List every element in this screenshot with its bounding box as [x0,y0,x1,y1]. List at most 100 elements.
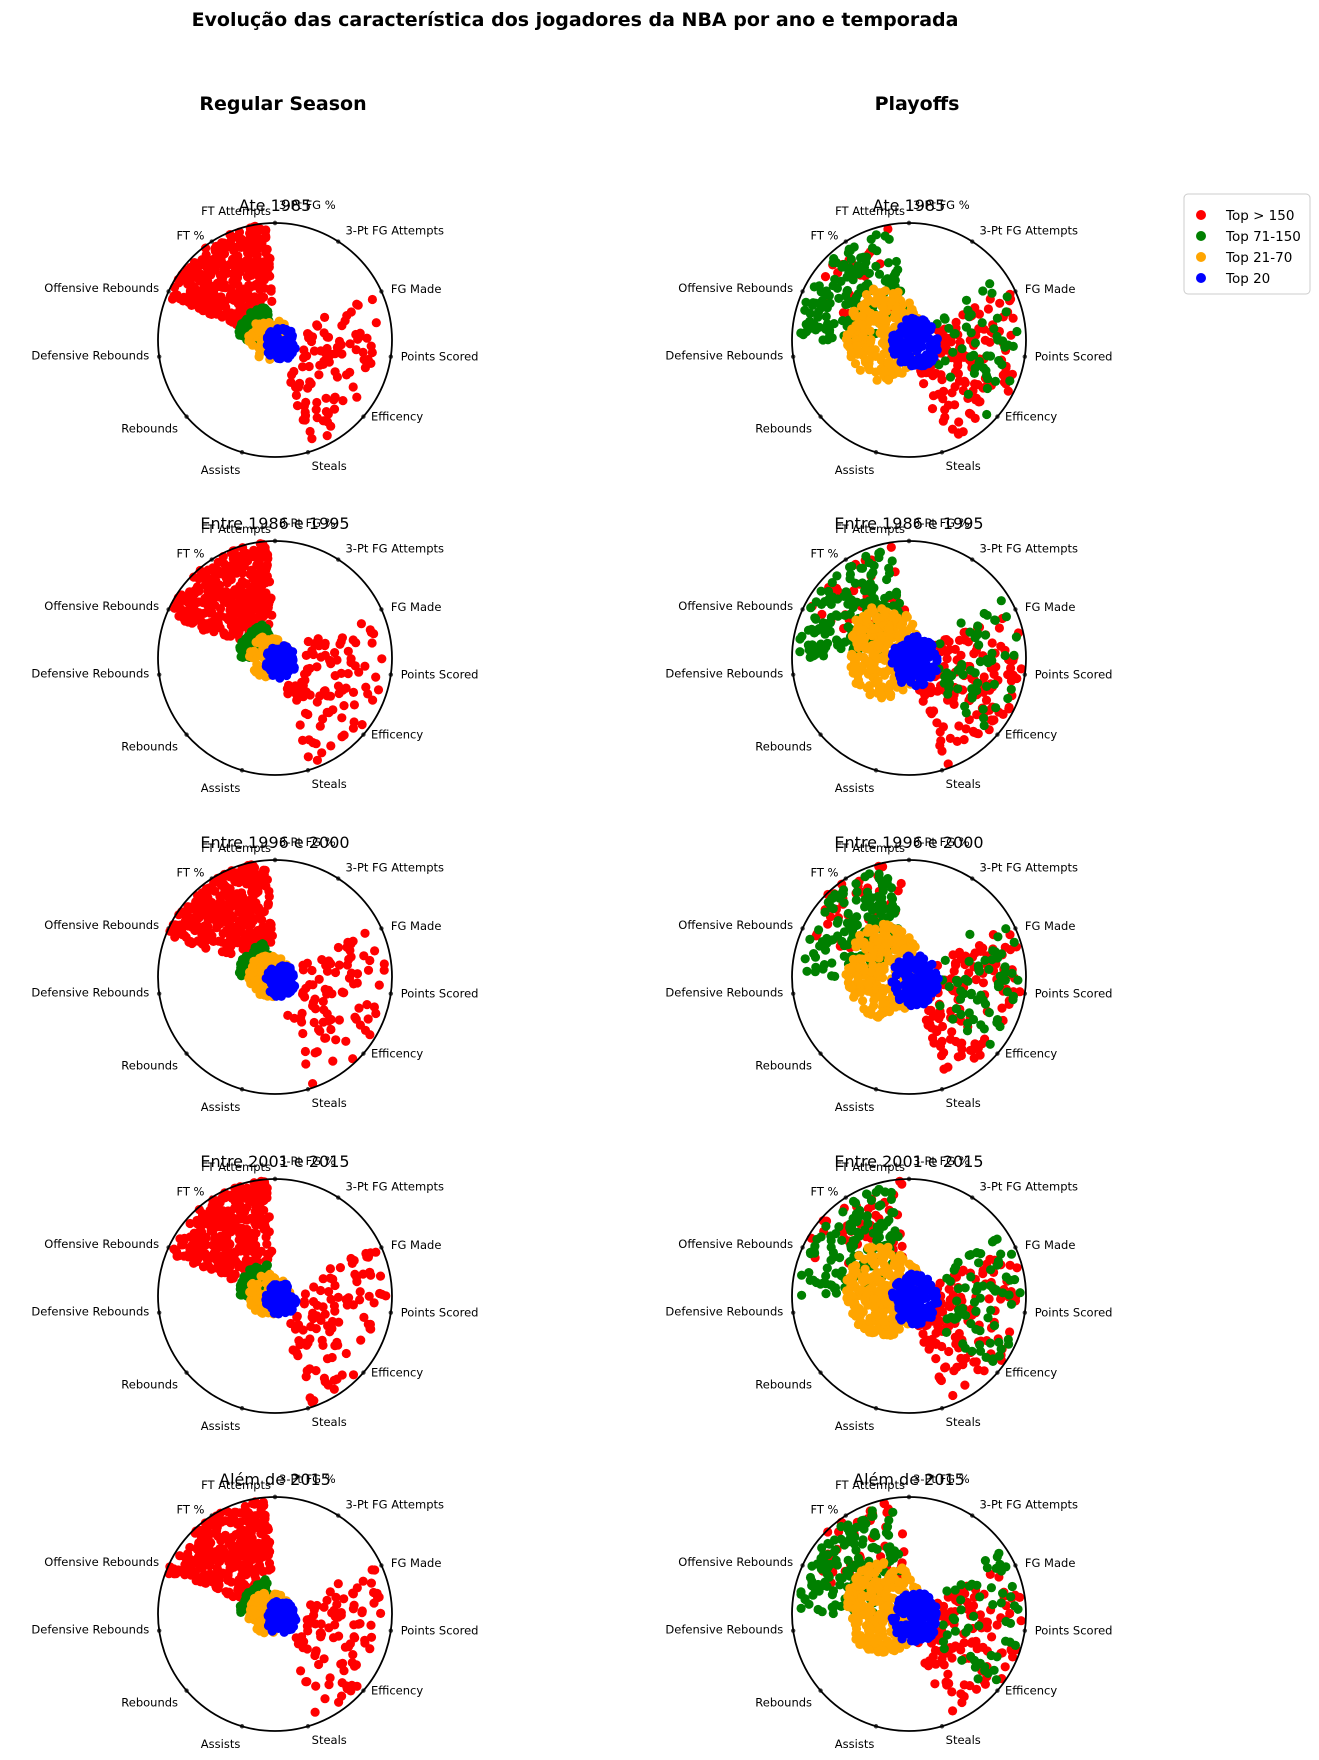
data-point [795,647,805,657]
data-point [367,294,377,305]
axis-label: Efficency [371,410,423,424]
data-point [367,638,377,648]
data-point [838,889,848,899]
data-point [180,916,190,927]
data-point [234,287,244,297]
data-point [264,663,274,673]
axis-label: Assists [835,781,875,795]
data-point [990,376,1001,386]
data-point [969,350,979,360]
data-point [260,578,270,588]
data-point [848,275,858,285]
data-point [957,344,967,354]
data-point [844,972,854,982]
data-point [872,246,882,256]
data-point [971,975,981,985]
axis-label: Assists [201,781,241,795]
data-point [912,631,922,642]
data-point [215,270,225,280]
data-point [318,1017,328,1027]
data-point [935,639,945,649]
data-point [864,924,874,934]
axis-label: Efficency [1005,1047,1057,1061]
data-point [262,1183,272,1193]
data-point [247,888,257,898]
data-point [374,980,384,990]
data-point [869,583,879,593]
data-point [375,1271,386,1281]
data-point [892,987,903,998]
data-point [872,375,882,385]
data-point [857,311,867,321]
data-point [845,562,855,572]
data-point [890,332,900,342]
data-point [879,324,890,335]
data-point [278,323,288,334]
data-point [203,565,213,575]
polar-frame [157,222,393,458]
data-point [833,594,843,604]
data-point [924,333,934,343]
data-point [306,379,316,389]
data-point [355,1287,365,1297]
data-point [979,1024,989,1034]
data-point [1012,326,1022,337]
data-point [333,942,343,953]
data-point [317,748,327,758]
data-point [969,1053,979,1063]
data-point [314,370,324,380]
data-point [220,900,230,910]
data-point [360,928,370,938]
data-point [299,1296,309,1307]
data-point [828,258,838,268]
data-point [377,654,387,664]
data-point [804,645,814,655]
data-point [243,614,253,624]
data-point [963,976,973,986]
axis-label: 3-Pt FG % [913,198,970,212]
data-point [257,915,267,925]
axis-label: 3-Pt FG % [279,516,336,530]
data-point [1002,292,1012,302]
data-point [943,400,954,410]
data-point [299,401,309,411]
data-point [197,255,207,265]
data-point [890,311,900,321]
data-point [850,359,861,369]
data-point [347,1258,357,1268]
data-point [810,613,820,623]
data-point [219,628,229,638]
data-point [970,303,980,313]
data-point [213,557,223,567]
data-point [854,634,865,645]
data-point [865,337,876,347]
data-point [1013,975,1023,985]
axis-label: Offensive Rebounds [678,599,793,613]
data-point [235,967,245,977]
data-point [303,752,313,762]
data-point [906,984,917,995]
data-point [335,1263,345,1273]
data-point [851,895,861,905]
data-point [921,1015,932,1025]
data-point [227,560,237,570]
data-point [225,1239,235,1249]
data-point [832,283,843,293]
axis-label: 3-Pt FG Attempts [345,861,444,875]
axis-label: 3-Pt FG Attempts [345,224,444,238]
data-point [271,982,281,992]
axis-label: FT % [176,866,204,880]
data-point [973,628,983,639]
data-point [225,1206,236,1217]
data-point [969,368,980,378]
axis-label: Steals [946,777,981,791]
data-point [206,579,216,590]
data-point [874,548,884,559]
data-point [379,965,389,975]
data-point [338,685,348,695]
axis-label: FT % [176,1185,204,1199]
axis-label: 3-Pt FG % [913,516,970,530]
data-point [311,739,321,749]
data-point [850,311,860,321]
